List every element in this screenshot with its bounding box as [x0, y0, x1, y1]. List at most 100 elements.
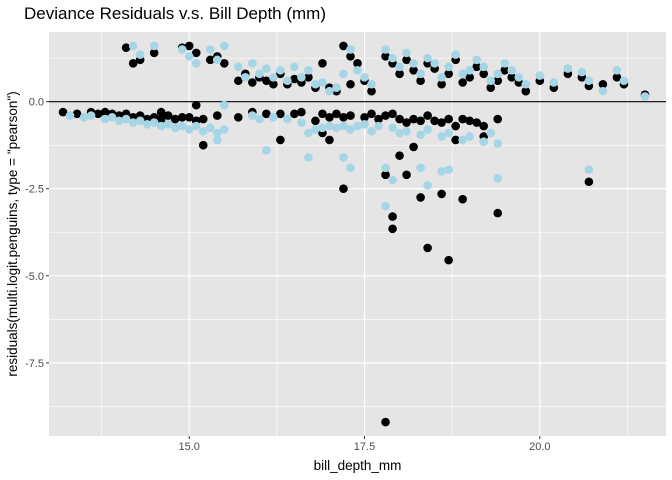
data-point-series-2: [367, 79, 376, 89]
data-point-series-2: [86, 111, 96, 120]
data-point-series-1: [423, 243, 432, 253]
data-point-series-1: [493, 208, 503, 218]
data-point-series-2: [549, 78, 559, 87]
data-point-series-2: [430, 59, 439, 68]
data-point-series-1: [472, 62, 481, 72]
data-point-series-2: [283, 76, 292, 86]
data-point-series-2: [205, 45, 215, 54]
data-point-series-1: [325, 135, 334, 145]
data-point-series-1: [388, 109, 397, 119]
grid-minor: [49, 32, 666, 436]
data-point-series-1: [381, 52, 390, 61]
data-point-series-1: [409, 142, 418, 152]
data-point-series-2: [219, 41, 229, 51]
data-point-series-2: [458, 135, 467, 145]
data-point-series-2: [584, 165, 594, 174]
data-point-series-2: [353, 121, 362, 131]
data-point-series-1: [430, 116, 439, 126]
data-point-series-1: [367, 86, 376, 96]
data-point-series-1: [276, 109, 285, 119]
data-point-series-2: [290, 62, 299, 72]
data-point-series-1: [212, 111, 222, 120]
data-point-series-2: [458, 69, 467, 79]
data-point-series-2: [184, 52, 194, 61]
data-point-series-2: [360, 72, 369, 82]
data-point-series-2: [318, 123, 327, 133]
x-tick-label: 17.5: [354, 441, 375, 453]
data-point-series-1: [451, 121, 460, 131]
data-point-series-2: [444, 165, 453, 174]
data-point-series-1: [184, 41, 194, 51]
data-point-series-2: [304, 128, 313, 138]
data-point-series-2: [353, 66, 362, 75]
data-point-series-2: [339, 153, 348, 162]
data-point-series-1: [395, 151, 404, 160]
data-point-series-1: [248, 78, 257, 87]
data-point-series-2: [423, 125, 432, 134]
data-point-series-2: [381, 201, 390, 211]
data-point-series-2: [262, 146, 271, 155]
data-point-series-1: [437, 79, 446, 89]
data-point-series-1: [156, 114, 166, 124]
data-point-series-2: [640, 92, 650, 101]
data-point-series-2: [451, 50, 460, 59]
data-point-series-2: [163, 119, 173, 129]
data-point-series-2: [500, 59, 510, 68]
data-point-series-1: [191, 48, 201, 58]
data-point-series-2: [479, 62, 489, 72]
data-point-series-2: [135, 50, 145, 59]
data-point-series-1: [332, 109, 341, 119]
data-point-series-1: [402, 55, 411, 65]
x-tick-label: 20.0: [529, 441, 550, 453]
data-point-series-1: [465, 116, 474, 126]
data-point-series-1: [93, 109, 103, 119]
data-point-series-1: [191, 100, 201, 110]
data-point-series-2: [65, 111, 75, 120]
data-point-series-2: [346, 163, 355, 173]
data-point-series-2: [423, 180, 432, 190]
data-point-series-1: [304, 72, 313, 82]
data-point-series-2: [283, 114, 292, 124]
data-point-series-2: [493, 139, 503, 148]
data-point-series-2: [241, 72, 250, 82]
data-point-series-2: [360, 119, 369, 129]
data-point-series-2: [465, 132, 474, 141]
y-axis: 0.0 -2.5 -5.0 -7.5: [25, 97, 49, 370]
data-point-series-1: [388, 224, 397, 234]
data-point-series-1: [198, 140, 208, 150]
y-axis-title: residuals(multi.logit.penguins, type = "…: [5, 91, 20, 376]
data-point-series-1: [290, 74, 299, 84]
x-axis: 15.0 17.5 20.0: [179, 436, 551, 453]
data-point-series-2: [444, 62, 453, 72]
data-point-series-2: [269, 72, 278, 82]
data-point-series-2: [184, 125, 194, 134]
data-point-series-2: [521, 79, 531, 89]
data-point-series-1: [367, 109, 376, 119]
data-point-series-2: [191, 121, 201, 131]
data-point-series-1: [177, 113, 187, 122]
data-point-series-1: [184, 113, 194, 122]
chart-title: Deviance Residuals v.s. Bill Depth (mm): [24, 4, 326, 23]
data-point-series-1: [360, 113, 369, 122]
data-point-series-1: [472, 118, 481, 127]
data-point-series-2: [212, 55, 222, 65]
data-point-series-2: [423, 53, 432, 63]
y-tick-label: 0.0: [29, 97, 44, 109]
data-point-series-2: [486, 76, 496, 86]
data-point-series-1: [444, 114, 453, 124]
data-point-series-2: [346, 125, 355, 134]
data-point-series-2: [395, 62, 404, 72]
data-point-series-2: [437, 72, 446, 82]
data-point-series-1: [156, 107, 166, 117]
data-point-series-2: [156, 121, 166, 131]
data-point-series-2: [128, 41, 138, 51]
data-point-series-2: [311, 79, 320, 89]
data-point-series-1: [325, 113, 334, 122]
data-point-series-2: [437, 132, 446, 141]
data-point-series-1: [318, 59, 327, 68]
data-point-series-1: [353, 59, 362, 68]
data-point-series-2: [311, 125, 320, 134]
data-point-series-2: [346, 45, 355, 54]
data-point-series-2: [107, 113, 117, 122]
data-point-series-2: [177, 45, 187, 54]
